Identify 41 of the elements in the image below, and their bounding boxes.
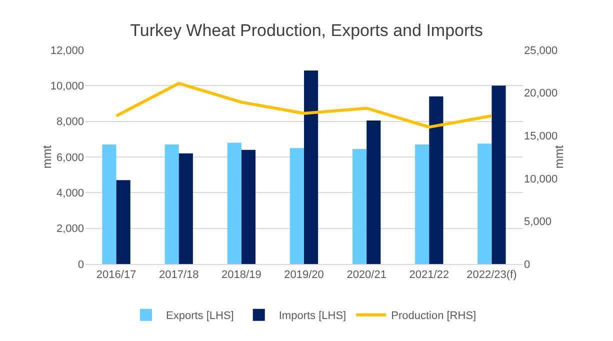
y-axis-title: mmt bbox=[40, 144, 54, 169]
bar bbox=[415, 144, 430, 264]
bar bbox=[241, 150, 256, 264]
line-series bbox=[114, 82, 494, 129]
y-tick-label: 10,000 bbox=[50, 80, 84, 93]
y-tick-label: 8,000 bbox=[56, 116, 84, 128]
x-tick-label: 2017/18 bbox=[158, 269, 199, 282]
y2-tick-label: 25,000 bbox=[524, 44, 558, 57]
y2-tick-label: 20,000 bbox=[524, 88, 558, 100]
bar bbox=[304, 70, 318, 264]
legend-label: Production [RHS] bbox=[391, 310, 476, 322]
bar bbox=[102, 144, 116, 264]
legend-label: Exports [LHS] bbox=[166, 310, 234, 322]
bar bbox=[492, 86, 506, 264]
bar bbox=[178, 153, 193, 264]
x-tick-label: 2018/19 bbox=[222, 269, 262, 282]
y-tick-label: 0 bbox=[78, 258, 84, 271]
x-tick-label: 2020/21 bbox=[346, 269, 386, 282]
bar bbox=[116, 180, 130, 264]
bar bbox=[478, 144, 492, 264]
x-tick-label: 2022/23(f) bbox=[466, 269, 517, 282]
y2-tick-label: 10,000 bbox=[524, 173, 558, 186]
chart-title: Turkey Wheat Production, Exports and Imports bbox=[130, 20, 483, 40]
x-tick-label: 2016/17 bbox=[96, 269, 136, 282]
bar bbox=[164, 144, 179, 264]
bar bbox=[366, 120, 381, 264]
y2-tick-label: 5,000 bbox=[524, 216, 552, 228]
y2-tick-label: 15,000 bbox=[524, 130, 558, 142]
bar bbox=[290, 148, 304, 264]
y-tick-label: 2,000 bbox=[56, 223, 84, 236]
y-tick-label: 4,000 bbox=[56, 188, 84, 200]
bar bbox=[352, 148, 367, 264]
x-tick-label: 2021/22 bbox=[409, 269, 450, 282]
legend-label: Imports [LHS] bbox=[278, 310, 346, 322]
y-tick-label: 12,000 bbox=[50, 44, 84, 57]
bar bbox=[429, 96, 444, 264]
y-tick-label: 6,000 bbox=[56, 152, 84, 164]
bar bbox=[227, 142, 242, 264]
y2-axis-title: mmt bbox=[552, 144, 566, 169]
x-tick-label: 2019/20 bbox=[284, 269, 324, 282]
y2-tick-label: 0 bbox=[524, 258, 530, 271]
